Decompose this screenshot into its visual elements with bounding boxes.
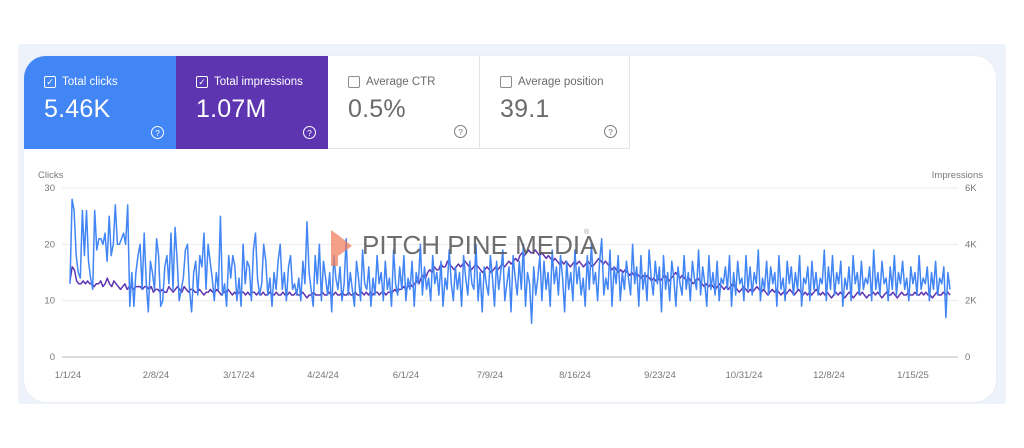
left-y-tick-label: 10 <box>44 296 55 307</box>
metric-label: Average CTR <box>366 76 436 88</box>
x-tick-label: 1/1/24 <box>55 370 81 381</box>
x-tick-label: 7/9/24 <box>477 370 503 381</box>
checkbox-checked-icon[interactable]: ✓ <box>196 76 208 88</box>
help-circle-icon[interactable]: ? <box>151 126 164 139</box>
right-y-tick-label: 6K <box>965 183 977 194</box>
help-circle-icon[interactable]: ? <box>454 125 467 138</box>
metric-average-position[interactable]: Average position 39.1 ? <box>480 56 630 149</box>
watermark: PITCH PINE MEDIA ® <box>331 228 598 266</box>
metric-label: Average position <box>518 76 604 88</box>
metric-label: Total clicks <box>62 76 118 88</box>
help-circle-icon[interactable]: ? <box>303 126 316 139</box>
x-tick-label: 4/24/24 <box>307 370 339 381</box>
right-y-tick-label: 2K <box>965 296 977 307</box>
checkbox-unchecked-icon[interactable] <box>500 76 512 88</box>
left-y-tick-label: 0 <box>50 352 55 363</box>
x-tick-label: 9/23/24 <box>644 370 676 381</box>
watermark-text: PITCH PINE MEDIA <box>362 230 598 260</box>
x-tick-label: 10/31/24 <box>726 370 763 381</box>
metric-total-impressions[interactable]: ✓ Total impressions 1.07M ? <box>176 56 328 149</box>
right-axis-title: Impressions <box>932 170 983 181</box>
metric-average-ctr[interactable]: Average CTR 0.5% ? <box>328 56 480 149</box>
performance-card: ✓ Total clicks 5.46K ? ✓ Total impressio… <box>24 56 996 402</box>
x-tick-label: 3/17/24 <box>223 370 255 381</box>
right-y-tick-label: 0 <box>965 352 970 363</box>
checkbox-unchecked-icon[interactable] <box>348 76 360 88</box>
metric-value: 5.46K <box>44 95 111 123</box>
checkbox-checked-icon[interactable]: ✓ <box>44 76 56 88</box>
x-tick-label: 1/15/25 <box>897 370 929 381</box>
metric-total-clicks[interactable]: ✓ Total clicks 5.46K ? <box>24 56 176 149</box>
left-y-tick-label: 20 <box>44 239 55 250</box>
help-circle-icon[interactable]: ? <box>604 125 617 138</box>
x-tick-label: 8/16/24 <box>559 370 591 381</box>
left-y-tick-label: 30 <box>44 183 55 194</box>
metric-value: 1.07M <box>196 95 267 123</box>
x-tick-label: 2/8/24 <box>143 370 169 381</box>
watermark-registered-mark: ® <box>584 228 590 236</box>
x-tick-label: 12/8/24 <box>813 370 845 381</box>
left-axis-title: Clicks <box>38 170 64 181</box>
right-y-tick-label: 4K <box>965 239 977 250</box>
metric-label: Total impressions <box>214 76 303 88</box>
watermark-logo-icon <box>331 230 352 266</box>
series-line-impressions <box>69 249 951 299</box>
metric-value: 39.1 <box>500 95 550 123</box>
x-tick-label: 6/1/24 <box>393 370 419 381</box>
metric-value: 0.5% <box>348 95 406 123</box>
series-line-clicks <box>69 198 951 324</box>
